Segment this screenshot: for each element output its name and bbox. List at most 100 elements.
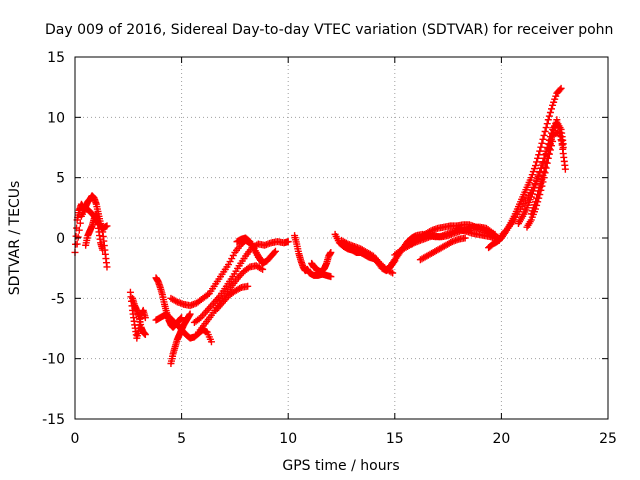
series-s20 [408, 221, 499, 248]
y-axis-label: SDTVAR / TECUs [7, 181, 23, 296]
x-tick-label: 20 [492, 431, 510, 447]
data-point [549, 137, 557, 145]
axis-ticks [74, 56, 609, 420]
data-point [284, 238, 292, 246]
data-point-interp [535, 151, 543, 159]
data-point [491, 230, 499, 238]
data-point-interp [548, 105, 556, 113]
data-point-interp [538, 139, 546, 147]
series-s15 [308, 248, 335, 276]
data-point [207, 338, 215, 346]
data-point-interp [342, 239, 350, 247]
series-s21 [416, 234, 469, 264]
data-point [327, 273, 335, 281]
data-point-interp [543, 159, 551, 167]
data-point-interp [447, 239, 455, 247]
data-point [549, 130, 557, 138]
data-point-interp [556, 86, 564, 94]
data-point-interp [534, 198, 542, 206]
data-point-interp [543, 120, 551, 128]
data-point-interp [554, 120, 562, 128]
data-point-interp [550, 127, 558, 135]
data-point-interp [541, 169, 549, 177]
y-tick-label: -5 [51, 291, 65, 307]
y-tick-label: 0 [56, 231, 65, 247]
data-point [244, 282, 252, 290]
data-marks [71, 84, 569, 367]
x-tick-label: 25 [599, 431, 617, 447]
data-point-interp [76, 219, 84, 227]
data-point [532, 181, 540, 189]
data-point-interp [533, 158, 541, 166]
data-point-interp [542, 124, 550, 132]
data-point-interp [257, 264, 265, 272]
y-tick-label: -10 [42, 352, 65, 368]
data-point-interp [425, 228, 433, 236]
y-tick-label: 5 [56, 171, 65, 187]
data-point [557, 84, 565, 92]
x-axis-label: GPS time / hours [282, 458, 399, 474]
data-point-interp [244, 264, 252, 272]
data-point [186, 310, 194, 318]
data-point-interp [539, 158, 547, 166]
data-point [544, 116, 552, 124]
data-point-interp [546, 146, 554, 154]
series-s14 [291, 232, 335, 281]
series-s12 [212, 282, 252, 314]
data-point-interp [537, 186, 545, 194]
series-s17 [338, 236, 397, 277]
series-s26 [523, 137, 557, 231]
data-point-interp [546, 109, 554, 117]
data-point [141, 314, 149, 322]
data-point-interp [555, 124, 563, 132]
data-point-interp [172, 297, 180, 305]
chart-title: Day 009 of 2016, Sidereal Day-to-day VTE… [45, 22, 613, 38]
data-point-interp [74, 233, 82, 241]
data-point [540, 131, 548, 139]
data-point [532, 162, 540, 170]
data-point [327, 248, 335, 256]
data-point-interp [541, 128, 549, 136]
data-point-interp [75, 226, 83, 234]
data-point [389, 269, 397, 277]
series-s8 [167, 310, 194, 367]
series-s11 [195, 262, 267, 336]
data-point [141, 331, 149, 339]
data-point-interp [539, 135, 547, 143]
data-point [536, 147, 544, 155]
data-point [544, 154, 552, 162]
data-point-interp [535, 194, 543, 202]
data-point [540, 174, 548, 182]
data-point-interp [539, 178, 547, 186]
data-point [103, 222, 111, 230]
data-point [103, 263, 111, 271]
data-point-interp [538, 182, 546, 190]
y-tick-labels: -15 -10 -5 0 5 10 15 [42, 50, 65, 428]
data-point [259, 265, 267, 273]
data-point [536, 191, 544, 199]
data-point [540, 168, 548, 176]
data-point [532, 205, 540, 213]
series-s22 [485, 84, 565, 252]
data-point-interp [387, 268, 395, 276]
data-point-interp [537, 143, 545, 151]
data-point-interp [204, 291, 212, 299]
x-tick-label: 0 [71, 431, 80, 447]
data-point-interp [542, 164, 550, 172]
series-s5 [129, 294, 149, 339]
series-s13 [233, 234, 279, 267]
x-tick-label: 15 [386, 431, 404, 447]
data-point-interp [545, 150, 553, 158]
data-point [178, 314, 186, 322]
data-point-interp [534, 154, 542, 162]
y-tick-label: -15 [42, 412, 65, 428]
x-tick-label: 10 [279, 431, 297, 447]
data-point [271, 247, 279, 255]
data-point-interp [545, 112, 553, 120]
data-point [99, 246, 107, 254]
data-point [553, 116, 561, 124]
data-point-interp [556, 128, 564, 136]
x-tick-labels: 0 5 10 15 20 25 [71, 431, 617, 447]
y-tick-label: 10 [47, 110, 65, 126]
